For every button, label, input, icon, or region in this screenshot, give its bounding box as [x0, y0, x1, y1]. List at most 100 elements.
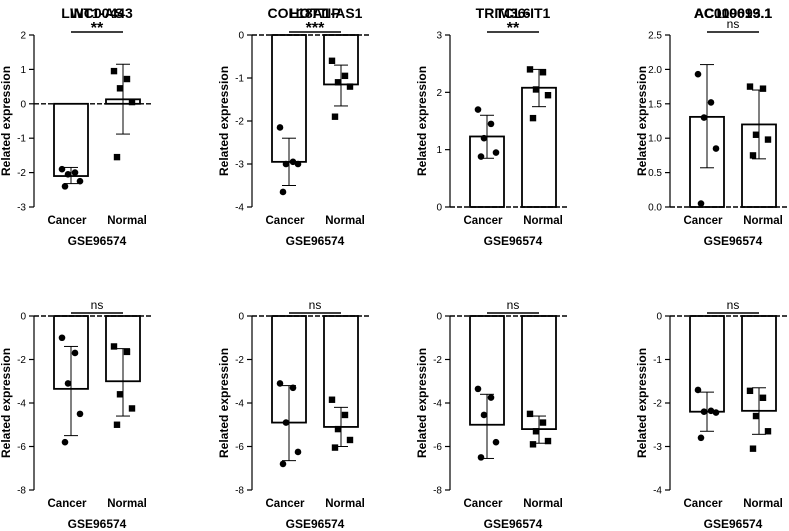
- data-point-circle: [697, 200, 705, 207]
- data-point-circle: [276, 124, 284, 131]
- data-point-circle: [707, 99, 715, 106]
- y-tick-label: -4: [653, 486, 662, 497]
- data-point-square: [746, 83, 754, 90]
- data-point-circle: [480, 411, 488, 419]
- chart-title: AC009093.1: [694, 5, 773, 21]
- y-tick-label: 1.5: [648, 99, 662, 110]
- significance-label: ns: [727, 298, 740, 312]
- data-point-circle: [289, 384, 297, 392]
- y-tick-label: -4: [235, 203, 244, 214]
- data-point-circle: [487, 120, 495, 128]
- chart-panel-1: WT1-AS -3 -2 -1 0 1 2 Related expression ** Cance…: [0, 5, 152, 248]
- data-point-circle: [61, 183, 69, 190]
- data-point-circle: [58, 165, 66, 173]
- chart-title: HOTTIP: [289, 5, 340, 21]
- data-point-circle: [487, 394, 495, 401]
- y-tick-label: -2: [235, 117, 244, 128]
- data-point-square: [544, 437, 552, 445]
- y-axis-title: Related expression: [0, 66, 13, 176]
- y-tick-label: -2: [17, 355, 26, 366]
- x-tick-label: Cancer: [266, 498, 306, 510]
- y-axis-title: Related expression: [0, 348, 13, 458]
- x-axis-title: GSE96574: [484, 234, 543, 248]
- y-tick-label: -1: [17, 134, 26, 145]
- data-point-circle: [474, 385, 482, 393]
- data-point-square: [110, 343, 118, 350]
- y-tick-label: -3: [653, 442, 662, 453]
- x-axis-title: GSE96574: [286, 234, 345, 248]
- data-point-circle: [276, 380, 284, 387]
- data-point-circle: [707, 407, 715, 415]
- chart-panel-4: AC009093.1 0.0 0.5 1.0 1.5 2.0 2.5 Related expr…: [635, 5, 788, 248]
- data-point-square: [544, 92, 552, 99]
- x-tick-label: Normal: [325, 215, 365, 227]
- data-point-circle: [61, 438, 69, 446]
- y-tick-label: 2: [436, 88, 442, 99]
- data-point-square: [529, 114, 537, 122]
- x-tick-label: Normal: [523, 498, 563, 510]
- bar-normal: [521, 86, 557, 208]
- chart-panel-8: AC110619.1 -4 -3 -2 -1 0 Related expression ns C…: [635, 5, 788, 531]
- data-point-square: [334, 79, 342, 86]
- significance-label: ***: [306, 20, 325, 37]
- data-point-square: [128, 405, 136, 412]
- chart-panel-6: HOTTIP -8 -6 -4 -2 0 Related expression ns Cance…: [217, 5, 370, 531]
- y-tick-label: 0: [656, 312, 662, 323]
- y-axis-title: Related expression: [415, 348, 429, 458]
- x-axis-title: GSE96574: [68, 234, 127, 248]
- significance-label: ns: [91, 298, 104, 312]
- chart-panel-5: LINC00443 -8 -6 -4 -2 0 Related expression ns Ca…: [0, 5, 152, 531]
- data-point-square: [749, 152, 757, 159]
- chart-title: TRIM36-IT1: [476, 5, 551, 21]
- x-tick-label: Normal: [325, 498, 365, 510]
- y-tick-label: 1.0: [648, 134, 662, 145]
- data-point-circle: [480, 134, 488, 142]
- y-axis-title: Related expression: [217, 66, 231, 176]
- data-point-square: [529, 441, 537, 448]
- y-tick-label: -4: [235, 399, 244, 410]
- data-point-circle: [71, 349, 79, 357]
- significance-label: ns: [727, 17, 740, 31]
- y-tick-label: 0: [436, 203, 442, 214]
- y-tick-label: -4: [17, 399, 26, 410]
- data-point-circle: [279, 188, 287, 196]
- y-tick-label: -8: [235, 486, 244, 497]
- y-tick-label: 2: [20, 31, 26, 42]
- x-tick-label: Cancer: [266, 215, 306, 227]
- data-point-square: [123, 348, 131, 356]
- data-point-square: [113, 153, 121, 161]
- data-point-square: [539, 69, 547, 76]
- data-point-square: [746, 387, 754, 395]
- y-tick-label: -6: [235, 442, 244, 453]
- data-point-circle: [279, 460, 287, 468]
- data-point-square: [346, 83, 354, 90]
- data-point-square: [526, 66, 534, 73]
- y-tick-label: -1: [235, 74, 244, 85]
- y-tick-label: 1: [20, 65, 26, 76]
- data-point-square: [334, 425, 342, 433]
- data-point-circle: [58, 334, 66, 342]
- data-point-circle: [694, 70, 702, 78]
- data-point-square: [764, 428, 772, 435]
- y-tick-label: -6: [433, 442, 442, 453]
- significance-label: **: [91, 20, 104, 37]
- y-tick-label: 0: [436, 312, 442, 323]
- significance-label: **: [507, 20, 520, 37]
- bar-cancer: [53, 102, 89, 177]
- data-point-square: [123, 75, 131, 83]
- data-point-square: [526, 410, 534, 418]
- data-point-circle: [712, 145, 720, 152]
- data-point-circle: [477, 153, 485, 160]
- data-point-circle: [76, 177, 84, 185]
- data-point-circle: [282, 419, 290, 426]
- y-tick-label: -4: [433, 399, 442, 410]
- x-tick-label: Normal: [743, 215, 783, 227]
- y-tick-label: 2.0: [648, 65, 662, 76]
- data-point-circle: [477, 454, 485, 461]
- y-axis-title: Related expression: [635, 348, 649, 458]
- data-point-square: [759, 85, 767, 92]
- y-tick-label: -3: [235, 160, 244, 171]
- x-tick-label: Normal: [743, 498, 783, 510]
- data-point-circle: [492, 438, 500, 446]
- y-tick-label: -2: [653, 399, 662, 410]
